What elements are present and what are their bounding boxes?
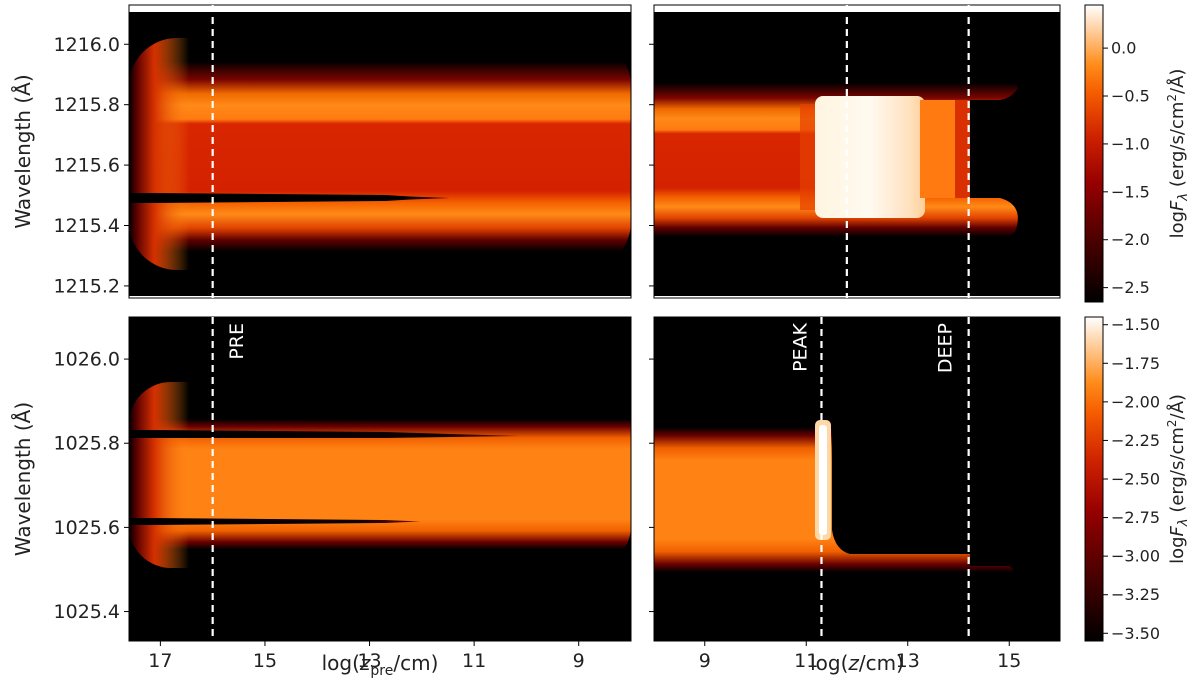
colorbar-bottom [1084, 316, 1104, 642]
x-tick-label: 13 [896, 650, 920, 672]
label-part: /Å) [1166, 69, 1188, 94]
y-tick-label: 1025.8 [54, 433, 120, 455]
label-part: λ [1176, 193, 1191, 202]
panel-top-left [128, 4, 632, 299]
label-part: log( [810, 651, 848, 675]
colorbar-tick-label: −1.50 [1111, 315, 1160, 334]
label-part: log( [322, 651, 360, 675]
label-part: 2 [1165, 419, 1179, 427]
colorbar-tick-label: −2.0 [1111, 230, 1150, 249]
y-axis-label: Wavelength (Å) [11, 74, 35, 228]
label-part: 2 [1165, 94, 1179, 102]
colorbar-tick-label: −2.50 [1111, 470, 1160, 489]
label-part: z [359, 651, 371, 675]
label-part: /cm) [393, 651, 438, 675]
y-tick-label: 1025.6 [54, 517, 120, 539]
axes-layer: 1215.2 1215.4 1215.6 1215.8 1216.0 Wavelength… [11, 5, 1191, 679]
x-axis-label: log(zpre/cm) [322, 651, 439, 679]
label-part: /Å) [1166, 394, 1188, 419]
label-part: pre [370, 663, 393, 679]
label-part: z [847, 651, 859, 675]
colorbar-tick-label: −2.5 [1111, 278, 1150, 297]
y-tick-label: 1215.8 [54, 94, 120, 116]
colorbar-tick-label: −1.75 [1111, 354, 1160, 373]
colorbar-tick-label: −1.0 [1111, 134, 1150, 153]
colorbar-tick-label: −2.00 [1111, 392, 1160, 411]
colorbar-tick-label: −2.25 [1111, 431, 1160, 450]
colorbar-tick-label: −3.25 [1111, 585, 1160, 604]
colorbar-top [1084, 4, 1104, 303]
colorbar-tick-label: −1.5 [1111, 182, 1150, 201]
heatmap-bottom-right [654, 317, 1060, 641]
y-tick-label: 1215.6 [54, 155, 120, 177]
x-axis-label: log(z/cm) [810, 651, 904, 675]
label-part: F [1167, 200, 1188, 211]
colorbar-tick-label: −3.50 [1111, 624, 1160, 643]
label-part: (Å) [11, 74, 35, 110]
annotation-label: DEEP [934, 323, 956, 373]
x-tick-label: 9 [699, 650, 711, 672]
y-tick-label: 1026.0 [54, 349, 120, 371]
colorbar-label: logFλ (erg/s/cm2/Å) [1165, 394, 1191, 564]
colorbar-label: logFλ (erg/s/cm2/Å) [1165, 69, 1191, 239]
x-tick-label: 15 [253, 650, 277, 672]
y-tick-label: 1215.2 [54, 275, 120, 297]
x-tick-label: 11 [794, 650, 818, 672]
x-tick-label: 15 [997, 650, 1021, 672]
label-part: Wavelength [11, 438, 35, 557]
label-part: log [1167, 536, 1188, 563]
heatmap-top-left [129, 12, 631, 296]
label-part: (erg/s/cm [1167, 427, 1188, 518]
panel-bottom-right [653, 316, 1061, 642]
colorbar-tick-label: −3.00 [1111, 547, 1160, 566]
panel-top-right [653, 4, 1061, 299]
heatmap-top-right [654, 12, 1060, 296]
x-tick-label: 17 [148, 650, 172, 672]
y-tick-label: 1025.4 [54, 601, 120, 623]
label-part: log [1167, 211, 1188, 238]
x-tick-label: 9 [573, 650, 585, 672]
y-tick-label: 1215.4 [54, 215, 120, 237]
annotation-label: PEAK [790, 322, 812, 371]
y-axis-label: Wavelength (Å) [11, 402, 35, 556]
label-part: /cm) [859, 651, 904, 675]
y-tick-label: 1216.0 [54, 34, 120, 56]
annotation-label: PRE [226, 323, 248, 360]
heatmap-bottom-left [129, 317, 631, 641]
x-tick-label: 11 [462, 650, 486, 672]
panel-bottom-left [128, 316, 632, 642]
x-tick-label: 13 [357, 650, 381, 672]
colorbar-tick-label: −0.5 [1111, 87, 1150, 106]
colorbar-tick-label: 0.0 [1111, 39, 1136, 58]
label-part: Wavelength [11, 110, 35, 229]
label-part: λ [1176, 518, 1191, 527]
label-part: (Å) [11, 402, 35, 438]
label-part: F [1167, 525, 1188, 536]
label-part: (erg/s/cm [1167, 102, 1188, 193]
colorbar-tick-label: −2.75 [1111, 508, 1160, 527]
